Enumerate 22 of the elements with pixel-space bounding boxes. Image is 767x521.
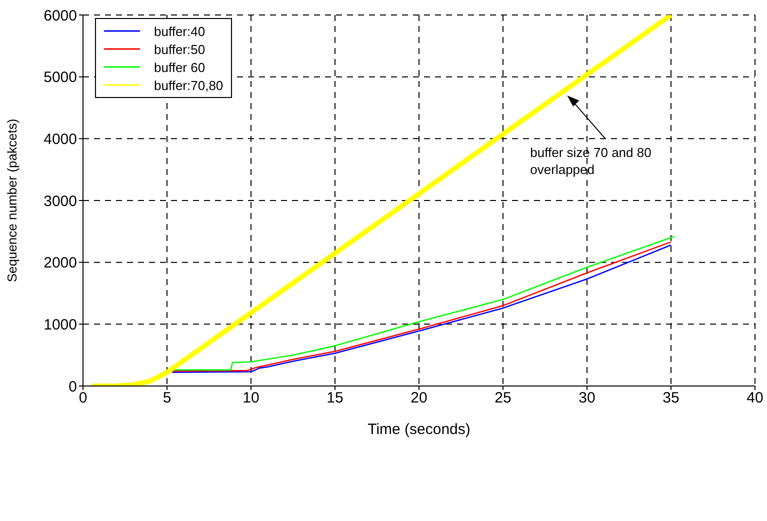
legend-label: buffer:50 [154, 42, 206, 56]
y-tick-label: 6000 [44, 7, 77, 24]
x-tick-label: 35 [662, 390, 680, 407]
legend-label: buffer:70,80 [154, 78, 224, 92]
y-tick-label: 3000 [44, 192, 77, 210]
x-tick-label: 30 [578, 390, 596, 407]
y-tick-label: 1000 [44, 316, 77, 334]
x-axis-title: Time (seconds) [368, 421, 470, 438]
y-tick-label: 2000 [44, 254, 77, 272]
x-tick-label: 5 [162, 390, 172, 407]
legend-label: buffer:40 [154, 24, 206, 38]
x-tick-label: 40 [746, 390, 764, 407]
legend-label: buffer 60 [154, 60, 206, 74]
y-tick-label: 0 [68, 378, 77, 396]
x-tick-label: 25 [494, 390, 512, 407]
x-tick-label: 15 [326, 390, 344, 407]
y-axis-title: Sequence number (pakcets) [4, 118, 20, 282]
x-tick-label: 10 [242, 390, 260, 407]
annotation: buffer size 70 and 80 overlapped [530, 144, 652, 178]
y-tick-label: 4000 [44, 130, 77, 148]
x-tick-label: 20 [410, 390, 428, 407]
y-tick-label: 5000 [44, 69, 77, 86]
